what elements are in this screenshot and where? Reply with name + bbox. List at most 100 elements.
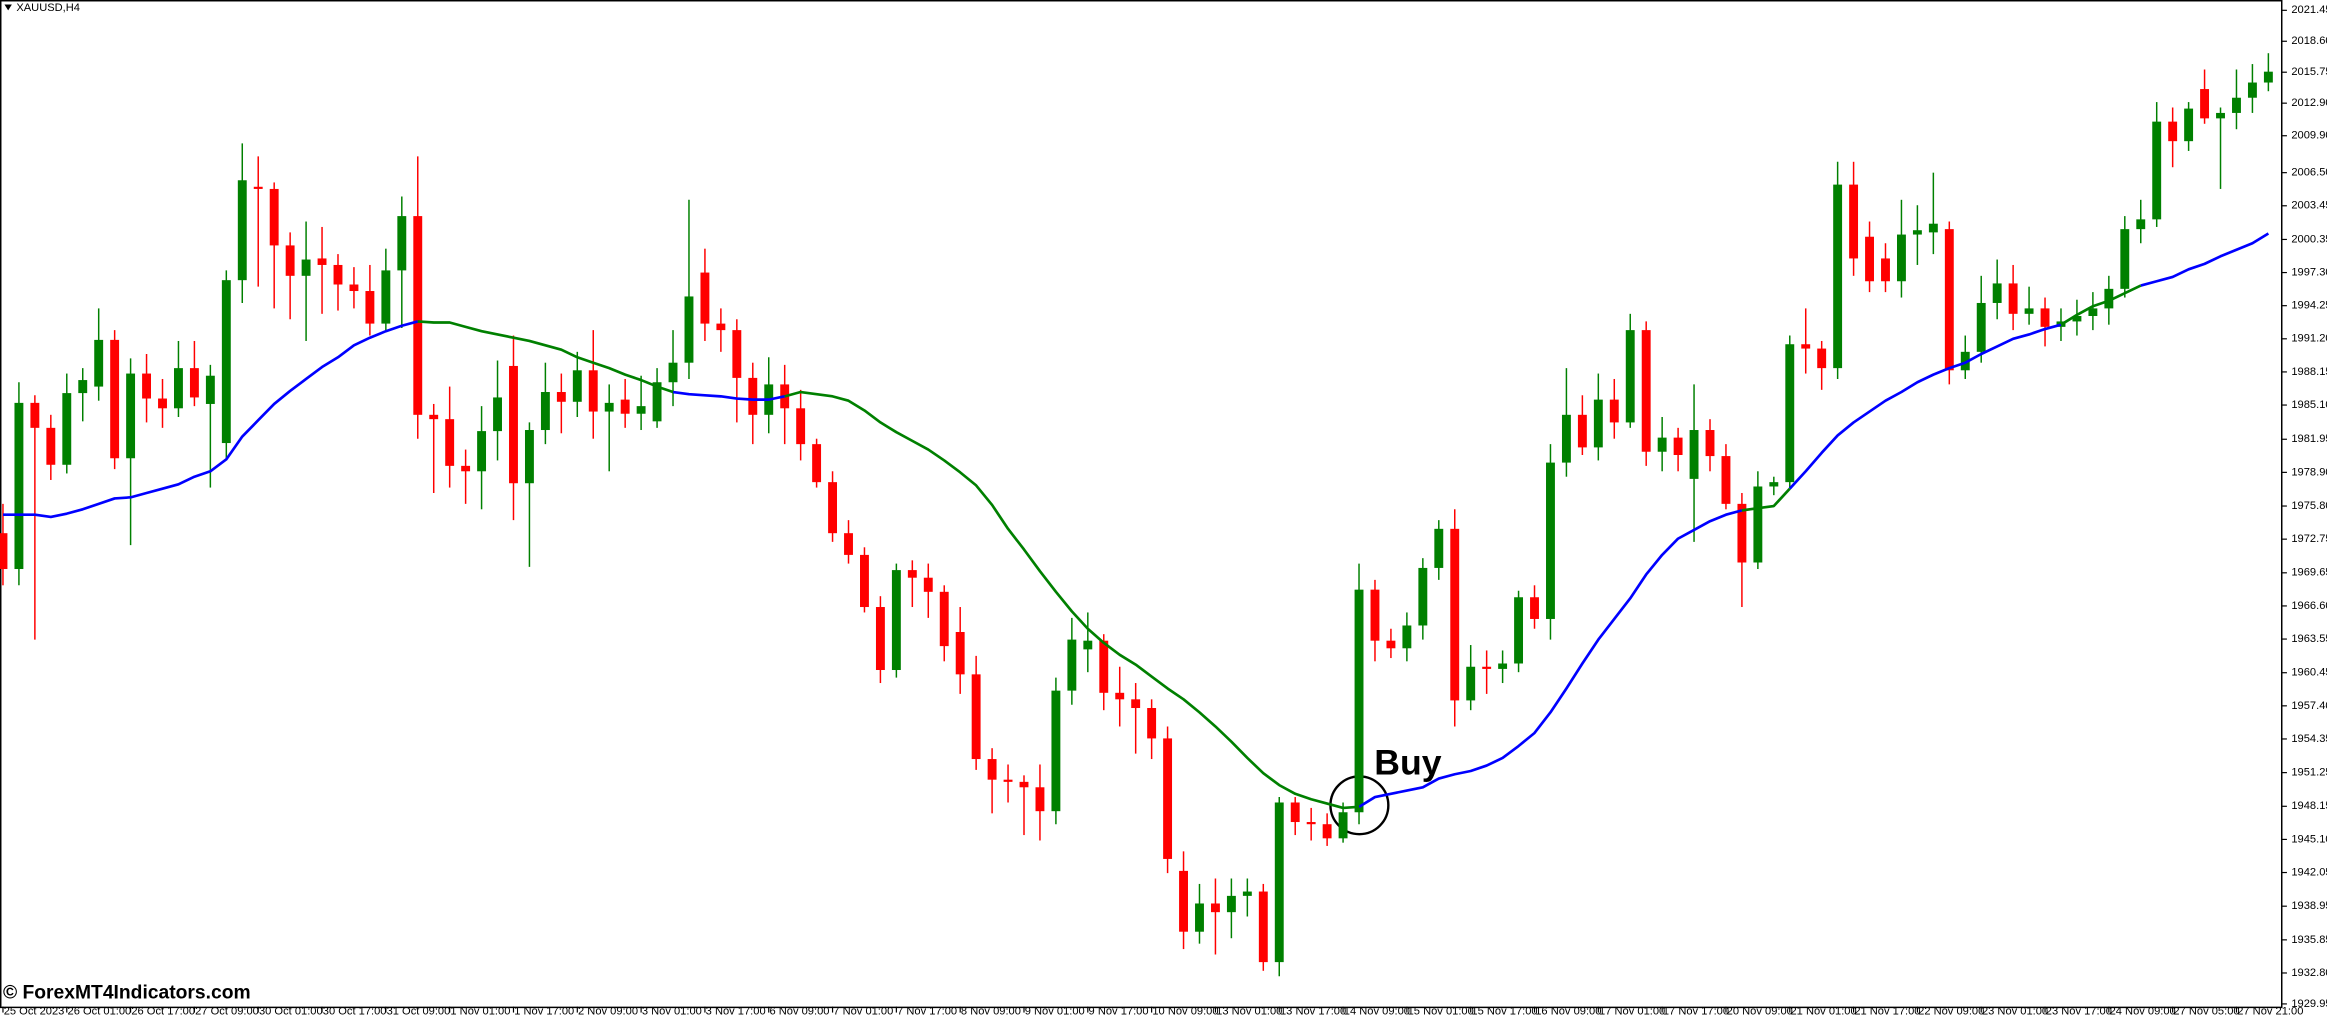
- x-tick-label: 20 Nov 09:00: [1727, 1006, 1793, 1017]
- x-tick-label: 31 Oct 09:00: [387, 1006, 451, 1017]
- candle-body: [142, 373, 152, 399]
- candle-body: [1577, 414, 1587, 448]
- candle-body: [126, 373, 136, 459]
- candle-body: [700, 272, 710, 324]
- y-tick-label: 2021.45: [2291, 4, 2327, 16]
- candle-body: [1593, 399, 1603, 448]
- candle-body: [1226, 895, 1236, 913]
- candle-body: [1769, 482, 1779, 487]
- candle-body: [509, 365, 518, 484]
- y-tick-label: 1966.60: [2291, 600, 2327, 612]
- candle-body: [1801, 344, 1811, 349]
- candle-body: [923, 577, 933, 592]
- title-icon: [4, 4, 12, 11]
- x-tick-label: 6 Nov 09:00: [769, 1006, 829, 1017]
- x-tick-label: 16 Nov 09:00: [1535, 1006, 1601, 1017]
- y-tick-label: 1929.95: [2291, 998, 2327, 1010]
- candle-body: [2184, 108, 2194, 142]
- y-tick-label: 1997.30: [2291, 267, 2327, 279]
- y-tick-label: 1938.95: [2291, 900, 2327, 912]
- x-tick-label: 7 Nov 01:00: [833, 1006, 893, 1017]
- y-tick-label: 2018.60: [2291, 35, 2327, 47]
- candle-body: [1242, 891, 1252, 896]
- candle-body: [971, 674, 981, 760]
- candle-body: [572, 370, 582, 402]
- candle-body: [1482, 666, 1492, 669]
- candle-body: [1625, 330, 1635, 423]
- y-tick-label: 2006.50: [2291, 167, 2327, 179]
- watermark: © ForexMT4Indicators.com: [3, 982, 251, 1003]
- x-tick-label: 23 Nov 01:00: [1982, 1006, 2048, 1017]
- candle-body: [1976, 302, 1986, 352]
- candle-body: [1561, 414, 1571, 463]
- candle-body: [1195, 903, 1204, 932]
- y-tick-label: 1991.20: [2291, 333, 2327, 345]
- candle-body: [205, 375, 215, 404]
- candle-body: [1179, 870, 1188, 932]
- candle-body: [1035, 787, 1045, 812]
- x-tick-label: 1 Nov 01:00: [450, 1006, 510, 1017]
- plot-frame: [0, 0, 2283, 1009]
- candle-body: [333, 264, 343, 285]
- x-tick-label: 25 Oct 2023: [4, 1006, 65, 1017]
- candle-body: [875, 607, 885, 671]
- candle-body: [62, 393, 72, 465]
- candle-body: [1546, 462, 1555, 619]
- candle-body: [588, 370, 598, 412]
- candle-body: [1434, 528, 1444, 568]
- candle-body: [349, 284, 359, 292]
- candle-body: [301, 259, 311, 276]
- candle-body: [1051, 690, 1061, 812]
- candle-body: [0, 533, 8, 570]
- candle-body: [652, 382, 662, 422]
- y-tick-label: 1957.40: [2291, 700, 2327, 712]
- candle-body: [2008, 283, 2018, 314]
- candle-body: [1721, 456, 1731, 504]
- x-tick-label: 3 Nov 17:00: [706, 1006, 766, 1017]
- x-tick-label: 10 Nov 09:00: [1152, 1006, 1218, 1017]
- candle-body: [1928, 223, 1938, 233]
- candle-body: [1386, 640, 1396, 649]
- candle-body: [1258, 891, 1268, 963]
- x-tick-label: 30 Oct 17:00: [323, 1006, 387, 1017]
- candle-body: [1163, 738, 1173, 859]
- candle-body: [540, 392, 550, 431]
- candle-body: [1498, 663, 1508, 669]
- moving-average-line: [2, 232, 2270, 808]
- candle-body: [1322, 824, 1332, 839]
- candle-body: [429, 414, 439, 420]
- candle-body: [1849, 184, 1859, 259]
- x-tick-label: 27 Oct 09:00: [195, 1006, 259, 1017]
- x-tick-label: 21 Nov 17:00: [1854, 1006, 1920, 1017]
- candle-body: [556, 392, 566, 402]
- x-tick-label: 30 Oct 01:00: [259, 1006, 323, 1017]
- annotation: Buy: [1374, 743, 1441, 783]
- candle-body: [365, 291, 375, 324]
- candle-body: [1402, 625, 1412, 649]
- candle-body: [269, 188, 279, 246]
- candle-body: [1067, 639, 1077, 691]
- candle-body: [1992, 283, 2002, 303]
- x-tick-label: 8 Nov 09:00: [961, 1006, 1021, 1017]
- candle-body: [1737, 503, 1747, 563]
- candle-body: [110, 339, 120, 459]
- x-tick-label: 24 Nov 09:00: [2110, 1006, 2176, 1017]
- y-tick-label: 1969.65: [2291, 567, 2327, 579]
- candle-body: [317, 258, 327, 265]
- candle-body: [812, 444, 822, 483]
- y-tick-label: 1985.10: [2291, 399, 2327, 411]
- candle-body: [445, 419, 455, 466]
- x-tick-label: 13 Nov 17:00: [1280, 1006, 1346, 1017]
- candle-body: [1131, 699, 1141, 709]
- candle-body: [1689, 430, 1699, 479]
- candle-body: [1450, 528, 1460, 701]
- candle-body: [1418, 567, 1428, 626]
- candle-body: [1115, 692, 1125, 700]
- candle-body: [1530, 597, 1539, 619]
- candle-body: [604, 402, 614, 412]
- y-tick-label: 2012.90: [2291, 97, 2327, 109]
- candle-body: [891, 570, 901, 671]
- candle-body: [1833, 184, 1843, 369]
